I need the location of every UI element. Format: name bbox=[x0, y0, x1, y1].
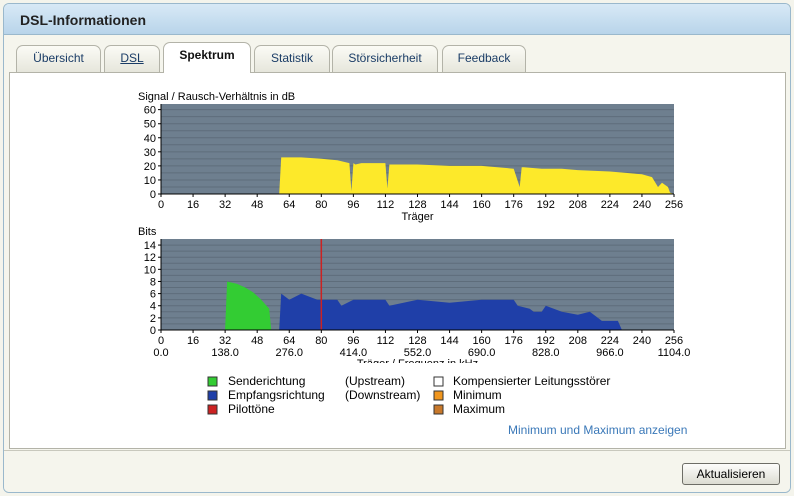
bits-series-senderichtung-area bbox=[225, 281, 272, 330]
bits-x-tick-label: 80 bbox=[315, 335, 327, 347]
show-minmax-link[interactable]: Minimum und Maximum anzeigen bbox=[508, 423, 688, 437]
snr-x-tick-label: 160 bbox=[472, 199, 490, 211]
tab-statistik[interactable]: Statistik bbox=[254, 45, 330, 72]
legend-label-maximum: Maximum bbox=[453, 402, 505, 416]
snr-x-tick-label: 0 bbox=[158, 199, 164, 211]
legend-swatch-minimum bbox=[433, 390, 444, 401]
bits-y-tick-label: 0 bbox=[150, 325, 156, 337]
snr-x-tick-label: 32 bbox=[219, 199, 231, 211]
bits-x-tick-label: 160 bbox=[472, 335, 490, 347]
bits-x-tick-label: 224 bbox=[601, 335, 619, 347]
bits-freq-tick-label: 552.0 bbox=[404, 347, 432, 359]
bits-chart-title: Bits bbox=[138, 226, 157, 238]
bits-freq-tick-label: 276.0 bbox=[275, 347, 303, 359]
bits-y-tick-label: 6 bbox=[150, 289, 156, 301]
spectrum-charts: Signal / Rausch-Verhältnis in dB01020304… bbox=[138, 91, 691, 363]
bits-x-tick-label: 256 bbox=[665, 335, 683, 347]
bits-freq-tick-label: 1104.0 bbox=[658, 347, 691, 359]
tab-uebersicht[interactable]: Übersicht bbox=[16, 45, 101, 72]
bits-x-tick-label: 0 bbox=[158, 335, 164, 347]
bits-y-tick-label: 12 bbox=[144, 252, 156, 264]
legend-swatch-downstream bbox=[207, 390, 218, 401]
spectrum-panel: Signal / Rausch-Verhältnis in dB 0 10 20 30 4… bbox=[9, 72, 786, 449]
chart-legend: Senderichtung (Upstream) Empfangsrichtun… bbox=[207, 374, 610, 416]
snr-x-tick-label: 112 bbox=[377, 199, 395, 211]
bits-x-tick-label: 32 bbox=[219, 335, 231, 347]
bits-x-tick-label: 240 bbox=[633, 335, 651, 347]
snr-y-tick-label: 60 bbox=[144, 105, 156, 117]
bits-freq-tick-label: 0.0 bbox=[153, 347, 168, 359]
bits-x-tick-label: 64 bbox=[283, 335, 295, 347]
tab-feedback[interactable]: Feedback bbox=[442, 45, 526, 72]
bits-freq-tick-label: 414.0 bbox=[340, 347, 368, 359]
bits-y-tick-label: 2 bbox=[150, 313, 156, 325]
bits-y-tick-label: 8 bbox=[150, 276, 156, 288]
legend-label-compensated: Kompensierter Leitungsstörer bbox=[453, 374, 610, 388]
snr-x-tick-label: 224 bbox=[601, 199, 619, 211]
legend-direction-downstream: (Downstream) bbox=[345, 388, 420, 402]
snr-x-tick-label: 128 bbox=[408, 199, 426, 211]
snr-x-tick-label: 192 bbox=[537, 199, 555, 211]
tab-stoersicherheit[interactable]: Störsicherheit bbox=[332, 45, 438, 72]
legend-label-minimum: Minimum bbox=[453, 388, 502, 402]
bits-x-tick-label: 144 bbox=[440, 335, 458, 347]
bits-x-tick-label: 176 bbox=[505, 335, 523, 347]
bits-freq-tick-label: 690.0 bbox=[468, 347, 496, 359]
snr-y-tick-label: 40 bbox=[144, 133, 156, 145]
bits-x-tick-label: 16 bbox=[187, 335, 199, 347]
snr-x-tick-label: 48 bbox=[251, 199, 263, 211]
bits-x-tick-label: 128 bbox=[408, 335, 426, 347]
legend-label-upstream: Senderichtung bbox=[228, 374, 305, 388]
snr-chart-title: Signal / Rausch-Verhältnis in dB bbox=[138, 91, 295, 103]
bits-freq-tick-label: 966.0 bbox=[596, 347, 624, 359]
snr-y-tick-label: 0 bbox=[150, 189, 156, 201]
bits-y-tick-label: 14 bbox=[144, 240, 156, 252]
bits-freq-tick-label: 828.0 bbox=[532, 347, 560, 359]
snr-x-tick-label: 64 bbox=[283, 199, 295, 211]
snr-x-tick-label: 96 bbox=[347, 199, 359, 211]
bits-x-tick-label: 48 bbox=[251, 335, 263, 347]
tab-spektrum[interactable]: Spektrum bbox=[163, 42, 251, 73]
snr-x-tick-label: 240 bbox=[633, 199, 651, 211]
snr-series-snr-area bbox=[279, 157, 674, 194]
snr-y-tick-label: 50 bbox=[144, 119, 156, 131]
legend-swatch-compensated bbox=[433, 376, 444, 387]
legend-swatch-upstream bbox=[207, 376, 218, 387]
snr-x-axis-label: Träger bbox=[402, 211, 434, 223]
snr-y-tick-label: 10 bbox=[144, 175, 156, 187]
tab-bar: Übersicht DSL Spektrum Statistik Störsic… bbox=[4, 42, 790, 73]
snr-x-tick-label: 176 bbox=[505, 199, 523, 211]
refresh-button[interactable]: Aktualisieren bbox=[682, 463, 780, 485]
snr-x-tick-label: 208 bbox=[569, 199, 587, 211]
legend-swatch-maximum bbox=[433, 404, 444, 415]
bits-freq-tick-label: 138.0 bbox=[211, 347, 239, 359]
legend-swatch-pilot bbox=[207, 404, 218, 415]
button-bar: Aktualisieren bbox=[4, 450, 790, 492]
bits-series-empfangsrichtung-area bbox=[279, 293, 622, 330]
bits-x-tick-label: 112 bbox=[377, 335, 395, 347]
legend-label-downstream: Empfangsrichtung bbox=[228, 388, 325, 402]
snr-x-tick-label: 80 bbox=[315, 199, 327, 211]
bits-x-axis-label: Träger / Frequenz in kHz bbox=[357, 358, 478, 363]
window-title: DSL-Informationen bbox=[20, 12, 146, 28]
snr-x-tick-label: 144 bbox=[440, 199, 458, 211]
snr-x-tick-label: 16 bbox=[187, 199, 199, 211]
bits-x-tick-label: 208 bbox=[569, 335, 587, 347]
bits-y-tick-label: 4 bbox=[150, 301, 156, 313]
legend-label-pilot: Pilottöne bbox=[228, 402, 275, 416]
snr-y-tick-label: 30 bbox=[144, 147, 156, 159]
title-bar: DSL-Informationen bbox=[4, 4, 790, 35]
dsl-window: DSL-Informationen Übersicht DSL Spektrum… bbox=[3, 3, 791, 493]
bits-y-tick-label: 10 bbox=[144, 264, 156, 276]
bits-x-tick-label: 96 bbox=[347, 335, 359, 347]
tab-dsl[interactable]: DSL bbox=[104, 45, 160, 72]
bits-x-tick-label: 192 bbox=[537, 335, 555, 347]
legend-direction-upstream: (Upstream) bbox=[345, 374, 405, 388]
snr-x-tick-label: 256 bbox=[665, 199, 683, 211]
snr-y-tick-label: 20 bbox=[144, 161, 156, 173]
